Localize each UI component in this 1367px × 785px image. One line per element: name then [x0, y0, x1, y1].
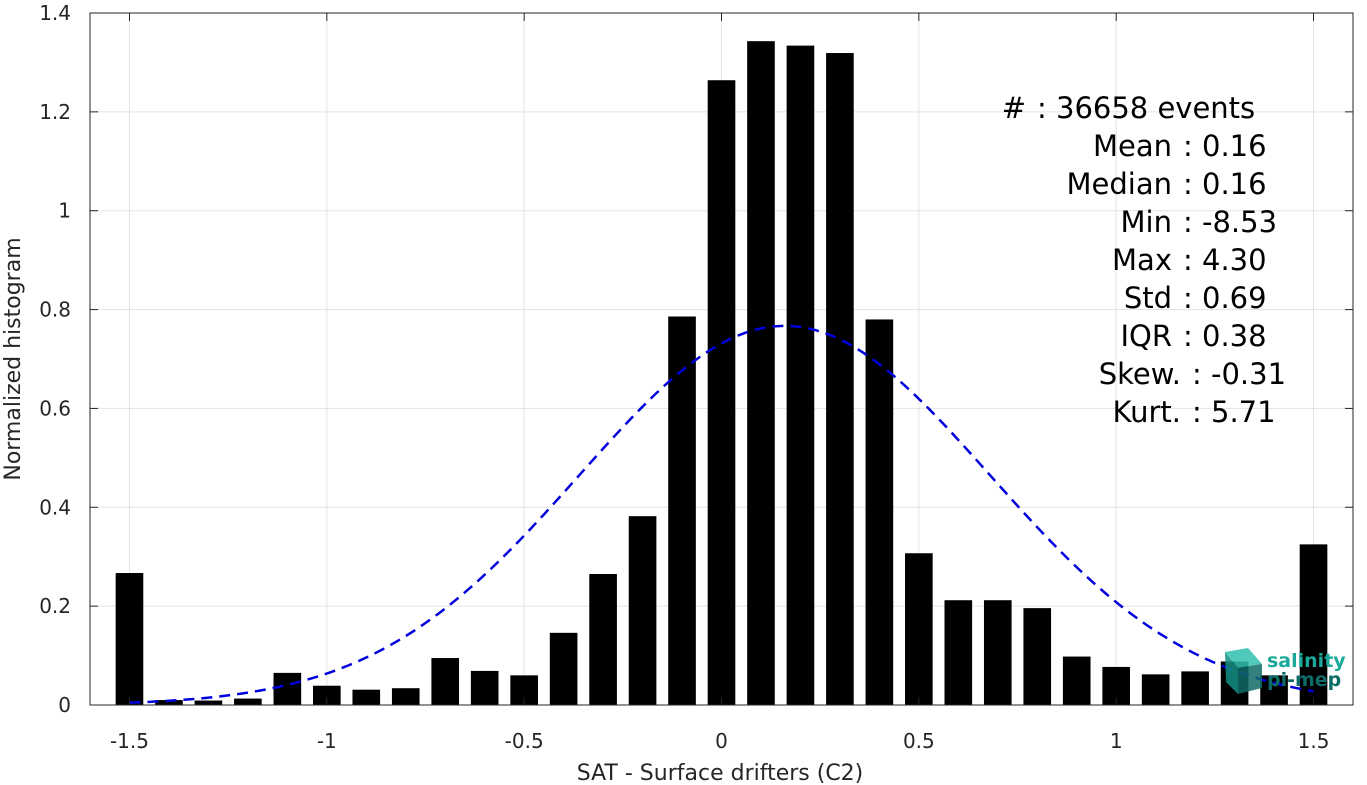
histogram-bar	[1023, 608, 1052, 705]
histogram-bar	[391, 688, 420, 705]
x-tick-label: 1	[1110, 729, 1123, 753]
histogram-bar	[155, 700, 183, 705]
stat-label: Std	[1124, 281, 1172, 315]
histogram-bar	[1181, 671, 1209, 705]
salinity-pimep-logo: salinity pi-mep	[1225, 648, 1346, 694]
histogram-bar	[983, 600, 1012, 705]
histogram-bar	[905, 553, 933, 705]
y-tick-label: 0.6	[39, 396, 71, 420]
histogram-bar	[273, 672, 302, 705]
histogram-bar	[470, 670, 499, 705]
histogram-bar	[1141, 674, 1170, 705]
stat-value: : 0.69	[1183, 281, 1267, 315]
histogram-bar	[668, 316, 696, 705]
histogram-bar	[628, 516, 657, 705]
stat-value: : 5.71	[1192, 395, 1276, 429]
y-axis-label: Normalized histogram	[1, 237, 26, 480]
stat-label: IQR	[1120, 319, 1172, 353]
histogram-bar	[549, 632, 578, 705]
y-tick-label: 0.4	[39, 495, 71, 519]
cube-icon	[1225, 648, 1262, 694]
x-axis-label: SAT - Surface drifters (C2)	[577, 761, 864, 785]
histogram-bar	[944, 600, 973, 705]
histogram-bar	[1062, 656, 1091, 705]
histogram-bar	[826, 53, 854, 705]
y-axis-ticks: 0 0.2 0.4 0.6 0.8 1 1.2 1.4	[39, 1, 1353, 717]
y-tick-label: 0.2	[39, 594, 71, 618]
stat-value: : 36658 events	[1037, 91, 1255, 125]
stat-value: : 0.38	[1183, 319, 1267, 353]
histogram-bar	[1299, 544, 1328, 705]
y-tick-label: 1	[58, 199, 71, 223]
x-tick-label: -1.5	[110, 729, 149, 753]
stat-label: Median	[1067, 167, 1172, 201]
stat-value: : 4.30	[1183, 243, 1267, 277]
y-tick-label: 1.4	[39, 1, 71, 25]
histogram-bar	[352, 689, 381, 705]
stat-value: : -0.31	[1192, 357, 1286, 391]
histogram-bar	[194, 700, 223, 705]
stat-label: Skew.	[1099, 357, 1181, 391]
logo-text-pimep: pi-mep	[1267, 669, 1341, 691]
stat-value: : 0.16	[1183, 167, 1267, 201]
stat-label: Min	[1121, 205, 1172, 239]
x-tick-label: 0	[715, 729, 728, 753]
histogram-bar	[589, 574, 617, 705]
y-tick-label: 0.8	[39, 298, 71, 322]
histogram-bar	[312, 685, 341, 705]
histogram-bar	[786, 45, 815, 705]
histogram-bar	[707, 80, 736, 706]
histogram-bar	[431, 658, 460, 705]
stat-label: Mean	[1093, 129, 1172, 163]
histogram-bar	[747, 41, 775, 705]
histogram-bar	[865, 319, 894, 705]
statistics-box: # : 36658 events Mean : 0.16 Median : 0.16…	[1002, 91, 1286, 429]
x-tick-label: -1	[317, 729, 337, 753]
histogram-bars	[115, 41, 1328, 706]
gaussian-fit-line	[129, 324, 1314, 704]
gaussian-fit-curve	[129, 324, 1314, 704]
y-tick-label: 0	[58, 693, 71, 717]
logo-text-salinity: salinity	[1267, 650, 1346, 672]
x-tick-label: 0.5	[903, 729, 935, 753]
histogram-bar	[115, 573, 144, 705]
stat-value: : 0.16	[1183, 129, 1267, 163]
stat-label: #	[1002, 91, 1026, 125]
stat-value: : -8.53	[1183, 205, 1277, 239]
stat-label: Kurt.	[1113, 395, 1181, 429]
x-tick-label: -0.5	[505, 729, 544, 753]
y-tick-label: 1.2	[39, 100, 71, 124]
x-axis-ticks: -1.5 -1 -0.5 0 0.5 1 1.5	[110, 13, 1329, 753]
histogram-bar	[234, 698, 262, 705]
stat-label: Max	[1112, 243, 1172, 277]
x-tick-label: 1.5	[1298, 729, 1330, 753]
